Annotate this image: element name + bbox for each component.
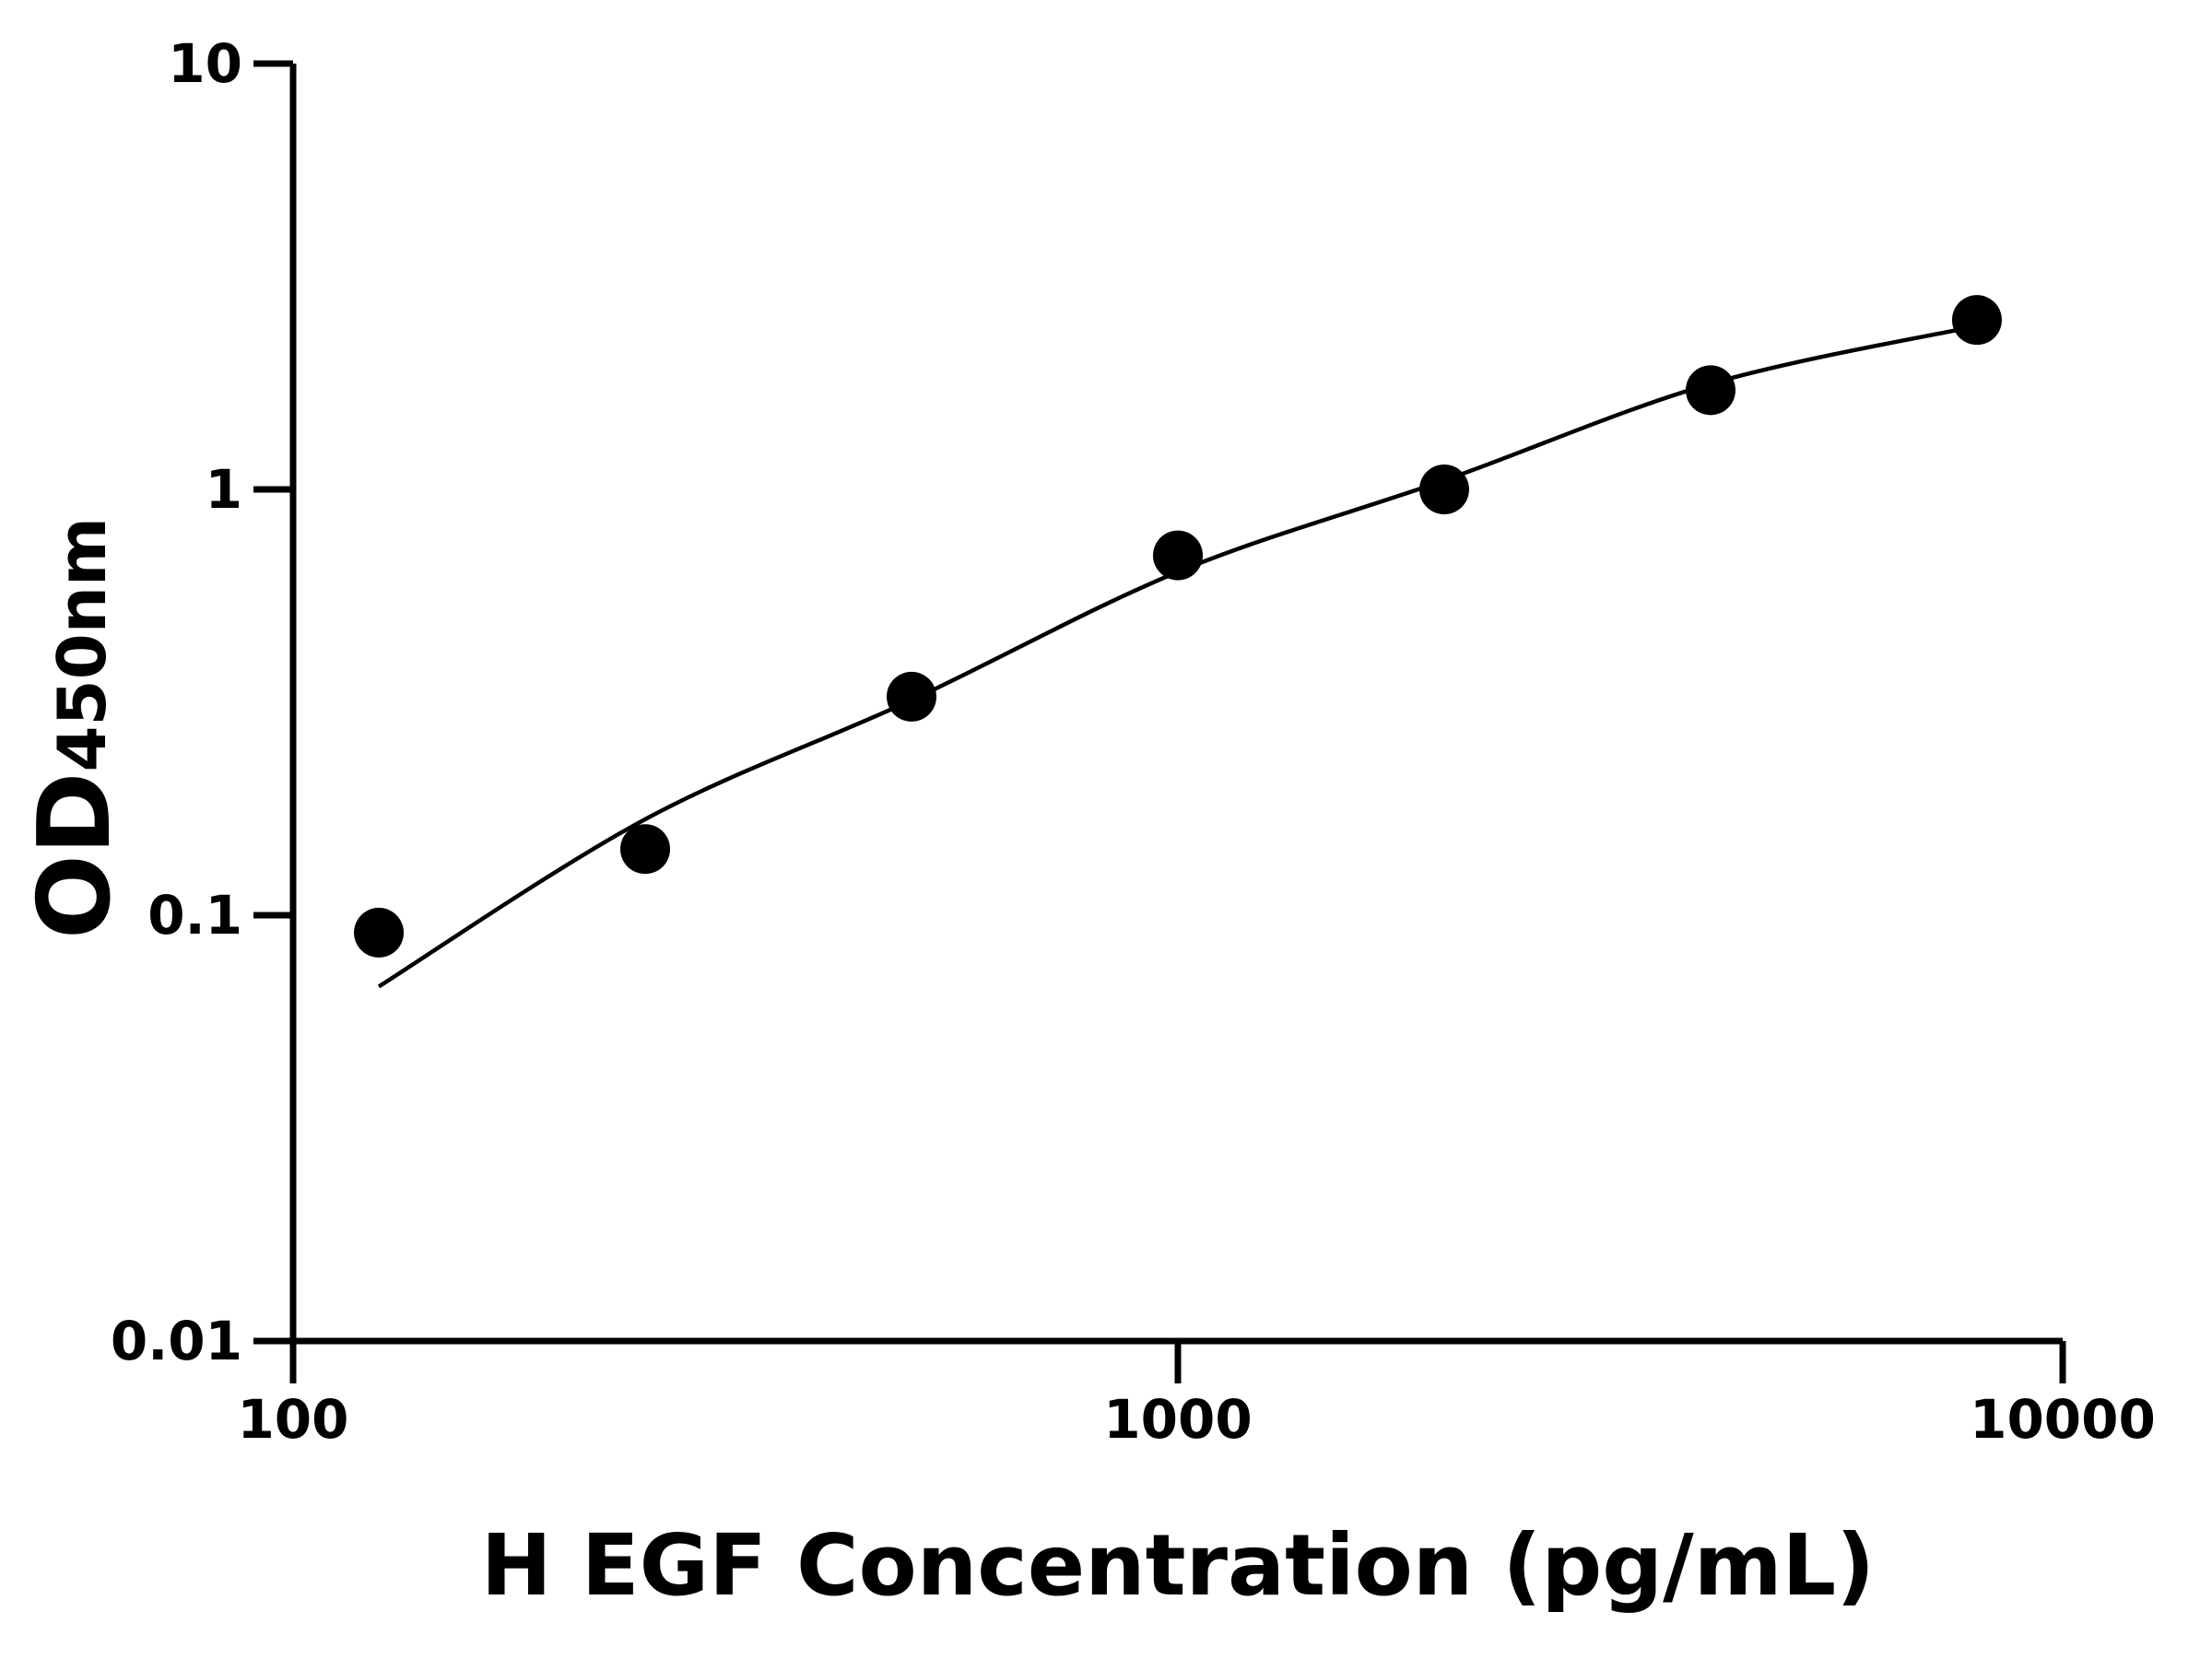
x-tick-label: 1000 bbox=[1103, 1388, 1252, 1451]
y-axis-label-sub: 450nm bbox=[43, 517, 121, 772]
data-point bbox=[1685, 365, 1735, 416]
data-point bbox=[354, 907, 405, 958]
y-axis-label: OD450nm bbox=[18, 517, 133, 939]
data-point bbox=[1951, 295, 2002, 346]
data-point bbox=[620, 824, 671, 875]
x-tick-label: 10000 bbox=[1970, 1388, 2156, 1451]
y-tick-label: 0.01 bbox=[111, 1310, 242, 1372]
data-point bbox=[887, 671, 937, 722]
y-tick-label: 10 bbox=[168, 32, 242, 95]
y-tick-label: 1 bbox=[206, 458, 242, 521]
x-tick-label: 100 bbox=[237, 1388, 348, 1451]
x-axis-label: H EGF Concentration (pg/mL) bbox=[481, 1516, 1875, 1615]
y-tick-label: 0.1 bbox=[147, 884, 242, 947]
y-axis-label-main: OD bbox=[18, 772, 133, 939]
fit-curve bbox=[377, 324, 1978, 989]
